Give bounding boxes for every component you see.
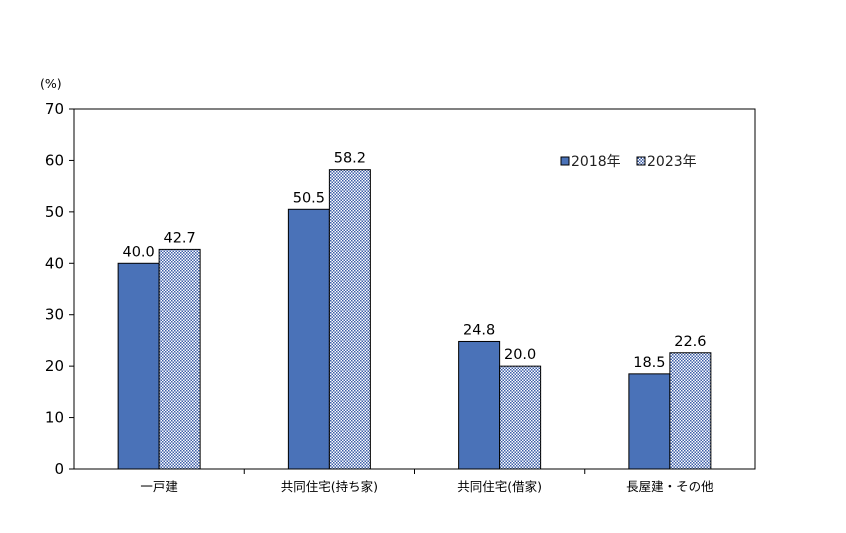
data-label: 58.2 xyxy=(334,151,366,167)
data-label: 22.6 xyxy=(674,334,706,350)
x-axis: 一戸建 共同住宅(持ち家) 共同住宅(借家) 長屋建・その他 xyxy=(140,469,714,494)
legend-label: 2018年 xyxy=(571,154,621,170)
legend-swatch xyxy=(560,156,570,166)
data-label: 18.5 xyxy=(633,355,665,371)
data-label: 24.8 xyxy=(463,322,495,338)
bar-series1 xyxy=(458,340,501,470)
y-tick-label: 10 xyxy=(45,409,64,427)
x-category-label: 共同住宅(持ち家) xyxy=(281,479,378,494)
data-label: 50.5 xyxy=(293,190,325,206)
y-tick-label: 60 xyxy=(45,151,64,169)
bar-series2 xyxy=(499,365,542,470)
legend-label: 2023年 xyxy=(647,154,697,170)
y-axis: 0 10 20 30 40 50 60 70 xyxy=(45,100,74,478)
x-category-label: 長屋建・その他 xyxy=(626,479,714,494)
bar-series2 xyxy=(669,352,712,470)
bar-series1 xyxy=(117,262,160,470)
data-label: 20.0 xyxy=(504,347,536,363)
x-category-label: 共同住宅(借家) xyxy=(457,479,542,494)
y-tick-label: 40 xyxy=(45,254,64,272)
y-tick-label: 20 xyxy=(45,357,64,375)
data-label: 42.7 xyxy=(163,230,195,246)
legend: 2018年 2023年 xyxy=(560,154,697,170)
y-axis-unit-label: (%) xyxy=(40,76,62,91)
y-tick-label: 70 xyxy=(45,100,64,118)
data-label: 40.0 xyxy=(122,244,154,260)
x-category-label: 一戸建 xyxy=(140,479,178,494)
y-tick-label: 0 xyxy=(54,460,64,478)
bar-series2 xyxy=(158,248,201,470)
bar-series2 xyxy=(328,169,371,470)
bars-group: 40.0 42.7 50.5 58.2 24.8 20.0 18.5 22.6 xyxy=(117,151,712,470)
legend-swatch xyxy=(636,156,646,166)
bar-series1 xyxy=(287,208,330,470)
y-tick-label: 30 xyxy=(45,306,64,324)
y-tick-label: 50 xyxy=(45,203,64,221)
bar-series1 xyxy=(628,373,671,470)
